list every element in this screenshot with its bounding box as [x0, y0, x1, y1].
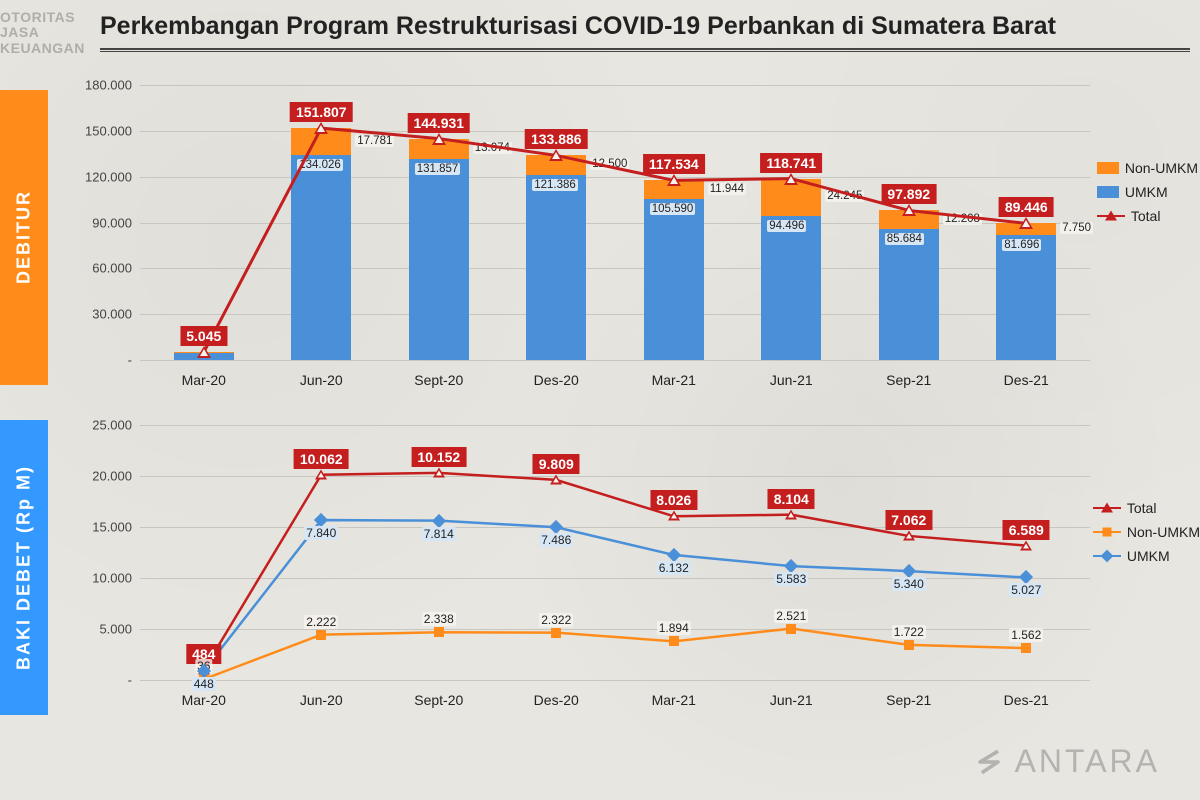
page-title: Perkembangan Program Restrukturisasi COV…	[100, 12, 1200, 41]
baki-debet-chart: -5.00010.00015.00020.00025.000Mar-20Jun-…	[70, 420, 1090, 720]
total-label: 5.045	[180, 326, 227, 346]
section-label-baki: BAKI DEBET (Rp M)	[0, 420, 48, 715]
baki-legend: Total Non-UMKM UMKM	[1093, 500, 1200, 572]
source-watermark: ANTARA	[971, 743, 1160, 780]
legend-item: UMKM	[1097, 184, 1198, 200]
debitur-legend: Non-UMKM UMKM Total	[1097, 160, 1198, 232]
legend-item: Total	[1097, 208, 1198, 224]
regulator-logo: OTORITASJASAKEUANGAN	[0, 10, 85, 56]
legend-item: UMKM	[1093, 548, 1200, 564]
antara-logo-icon	[971, 744, 1007, 780]
total-label: 97.892	[881, 184, 936, 204]
section-label-debitur: DEBITUR	[0, 90, 48, 385]
total-label: 117.534	[643, 154, 705, 174]
legend-item: Non-UMKM	[1093, 524, 1200, 540]
debitur-chart: -30.00060.00090.000120.000150.000180.000…	[70, 80, 1090, 400]
total-label: 144.931	[407, 113, 470, 133]
total-label: 89.446	[999, 197, 1054, 217]
legend-item: Total	[1093, 500, 1200, 516]
total-label: 151.807	[290, 102, 353, 122]
total-label: 133.886	[525, 129, 588, 149]
total-label: 118.741	[760, 153, 822, 173]
title-underline	[100, 48, 1190, 52]
legend-item: Non-UMKM	[1097, 160, 1198, 176]
